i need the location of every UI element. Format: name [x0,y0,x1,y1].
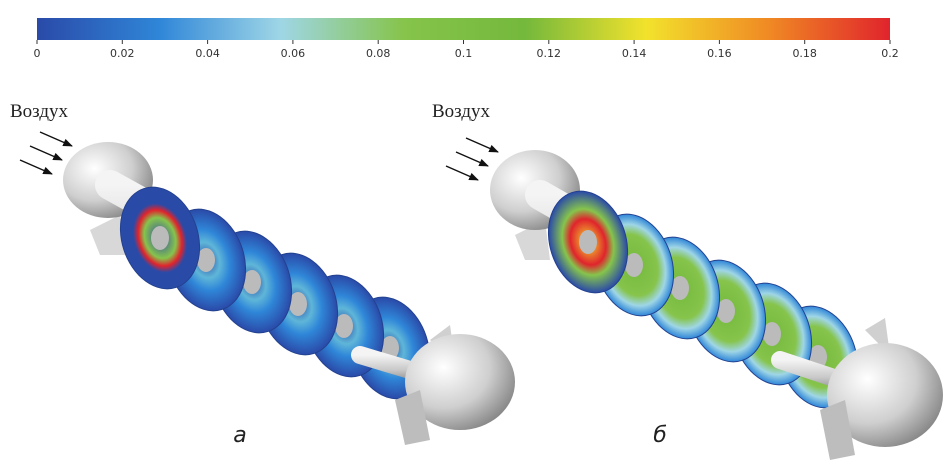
tick-label: 0.2 [881,47,899,60]
tick-label: 0.12 [537,47,562,60]
tick-label: 0.16 [707,47,732,60]
tick-label: 0 [34,47,41,60]
tick-label: 0.08 [366,47,391,60]
panel-a [19,131,515,445]
inlet-label: Воздух [432,101,491,122]
inlet-label: Воздух [10,101,69,122]
tick-label: 0.1 [455,47,473,60]
panel-caption: б [653,423,667,448]
tick-label: 0.06 [281,47,306,60]
tick-label: 0.04 [195,47,220,60]
colorbar [37,18,890,40]
tick-label: 0.18 [792,47,817,60]
tick-label: 0.02 [110,47,135,60]
panel-caption: а [233,423,246,448]
panel-b [445,137,943,460]
tick-label: 0.14 [622,47,647,60]
